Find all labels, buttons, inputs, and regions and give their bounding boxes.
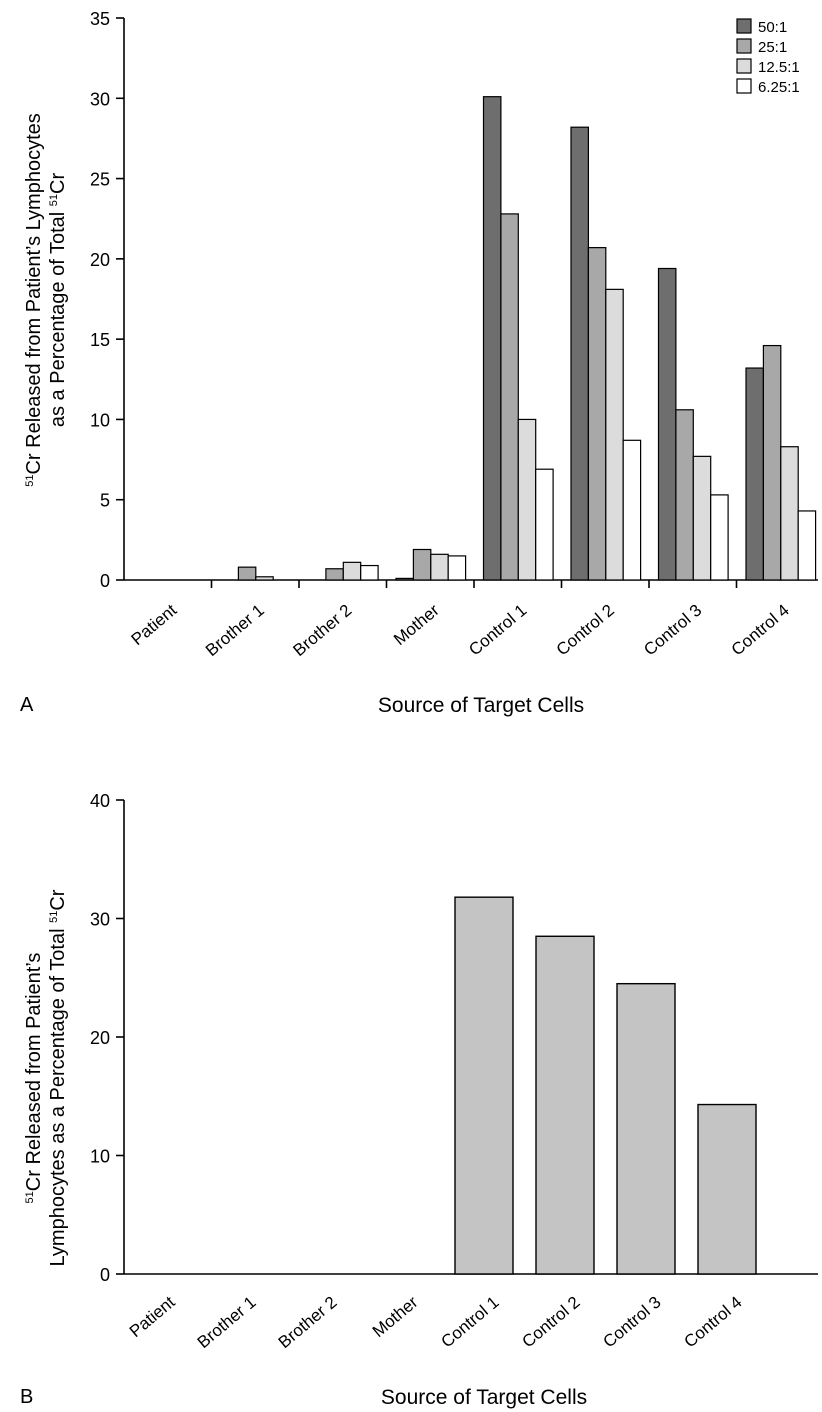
bar-brother-2-12-5-1 [342,561,362,581]
panel-b-category-label: Brother 2 [275,1293,341,1353]
panel-b-y-label-sup-2: 51 [48,911,60,923]
panel-a-category-label: Control 3 [640,601,705,660]
panel-b-y-label-line2: Lymphocytes as a Percentage of Total [47,923,69,1267]
legend-label-12-5-1: 12.5:1 [758,59,800,76]
panel-a-y-label-line1: Cr Released from Patient’s Lymphocytes [23,113,45,474]
bar-control-1-12-5-1 [517,418,537,581]
panel-b-category-label: Control 1 [438,1293,503,1352]
bar-control-4-6-25-1 [797,510,817,581]
panel-b-y-ticks: 0 10 20 30 40 [90,791,124,1285]
panel-b-bars [454,896,757,1275]
panel-a-category-label: Mother [390,600,443,649]
panel-b-y-axis-label-2: Lymphocytes as a Percentage of Total 51C… [47,889,69,1266]
bar-control-2-50-1 [570,126,589,581]
legend-label-6-25-1: 6.25:1 [758,79,800,96]
legend-swatch-25-1 [736,38,752,54]
panel-a-category-label: Brother 1 [202,601,268,661]
panel-b-category-label: Patient [126,1292,179,1341]
bar-control-4-50-1 [745,367,764,581]
panel-a-y-axis-label-2: as a Percentage of Total 51Cr [47,173,69,428]
panel-a-category-label: Control 4 [728,601,793,660]
panel-a-legend: 50:1 25:1 12.5:1 6.25:1 [736,18,800,96]
panel-b-y-tick-label: 20 [90,1028,110,1048]
panel-a-y-tick-label: 35 [90,9,110,29]
panel-b-category-label: Control 4 [681,1293,746,1352]
bar-control-2-6-25-1 [622,439,642,581]
panel-a-y-tick-label: 15 [90,330,110,350]
panel-b-y-label-tail: Cr [47,889,69,910]
panel-a-x-ticks [210,580,738,588]
bar-mother-12-5-1 [430,553,449,581]
legend-label-50-1: 50:1 [758,19,787,36]
bar-brother-2-6-25-1 [360,564,379,581]
panel-a-label: A [20,694,34,716]
panel-b-y-axis-label: 51Cr Released from Patient’s [23,953,45,1204]
legend-swatch-50-1 [736,18,752,34]
panel-b-y-tick-label: 30 [90,910,110,930]
bar-control-1-6-25-1 [535,468,554,581]
panel-b-x-axis-label: Source of Target Cells [381,1386,587,1409]
bar-mother-6-25-1 [447,555,467,581]
panel-a-category-label: Control 2 [553,601,618,660]
panel-a-x-axis-label: Source of Target Cells [378,694,584,717]
panel-a-y-ticks: 0 5 10 15 20 25 30 35 [90,9,124,591]
panel-b-y-label-sup-1: 51 [24,1191,36,1203]
panel-b-y-label-line1: Cr Released from Patient’s [23,953,45,1192]
bar-control-3-6-25-1 [710,494,729,581]
bar-mother-25-1 [412,548,432,581]
bar-brother-1-25-1 [237,566,257,581]
bar-control-1-50-1 [482,96,502,581]
panel-a-category-label: Brother 2 [290,601,356,661]
panel-b-bar-control-3 [616,982,676,1275]
bar-brother-1-12-5-1 [255,576,274,581]
panel-b-y-tick-label: 10 [90,1147,110,1167]
bar-control-4-25-1 [762,344,782,581]
legend-label-25-1: 25:1 [758,39,787,56]
panel-b-bar-control-2 [535,935,595,1275]
panel-b-y-tick-label: 40 [90,791,110,811]
panel-a-y-axis-label: 51Cr Released from Patient’s Lymphocytes [23,113,45,487]
panel-a-y-label-tail: Cr [47,173,69,194]
legend-swatch-6-25-1 [736,78,752,94]
panel-a-category-labels: Patient Brother 1 Brother 2 Mother Control 1… [128,600,793,660]
panel-a-category-label: Patient [128,600,181,649]
panel-a-y-label-line2: as a Percentage of Total [47,206,69,427]
bar-control-1-25-1 [500,213,519,581]
legend-swatch-12-5-1 [736,58,752,74]
panel-b-label: B [20,1386,33,1408]
panel-a-category-label: Control 1 [465,601,530,660]
bar-control-3-12-5-1 [692,455,712,581]
panel-b: B 51Cr Released from Patient’s Lymphocyt… [20,791,818,1409]
panel-b-category-label: Control 3 [600,1293,665,1352]
panel-a-y-tick-label: 5 [100,491,110,511]
panel-a: A 51Cr Released from Patient’s Lymphocyt… [20,9,818,717]
panel-b-bar-control-1 [454,896,514,1275]
panel-b-category-label: Brother 1 [194,1293,260,1353]
panel-a-y-tick-label: 30 [90,89,110,109]
bar-mother-50-1 [395,577,414,581]
panel-a-y-tick-label: 20 [90,250,110,270]
panel-b-category-label: Control 2 [519,1293,584,1352]
bar-brother-2-25-1 [325,568,344,581]
bar-control-3-25-1 [675,409,694,581]
panel-a-y-tick-label: 0 [100,571,110,591]
bar-control-2-25-1 [587,247,607,581]
bar-control-4-12-5-1 [780,446,799,581]
panel-a-y-label-sup-2: 51 [48,194,60,206]
panel-a-y-tick-label: 10 [90,410,110,430]
panel-b-y-tick-label: 0 [100,1265,110,1285]
panel-b-bar-control-4 [697,1103,757,1275]
panel-b-category-labels: Patient Brother 1 Brother 2 Mother Control 1… [126,1292,746,1352]
panel-a-bars [237,96,817,581]
bar-control-2-12-5-1 [605,288,624,581]
bar-control-3-50-1 [657,267,677,581]
panel-b-category-label: Mother [369,1292,422,1341]
panel-a-y-tick-label: 25 [90,170,110,190]
panel-a-y-label-sup-1: 51 [24,475,36,487]
